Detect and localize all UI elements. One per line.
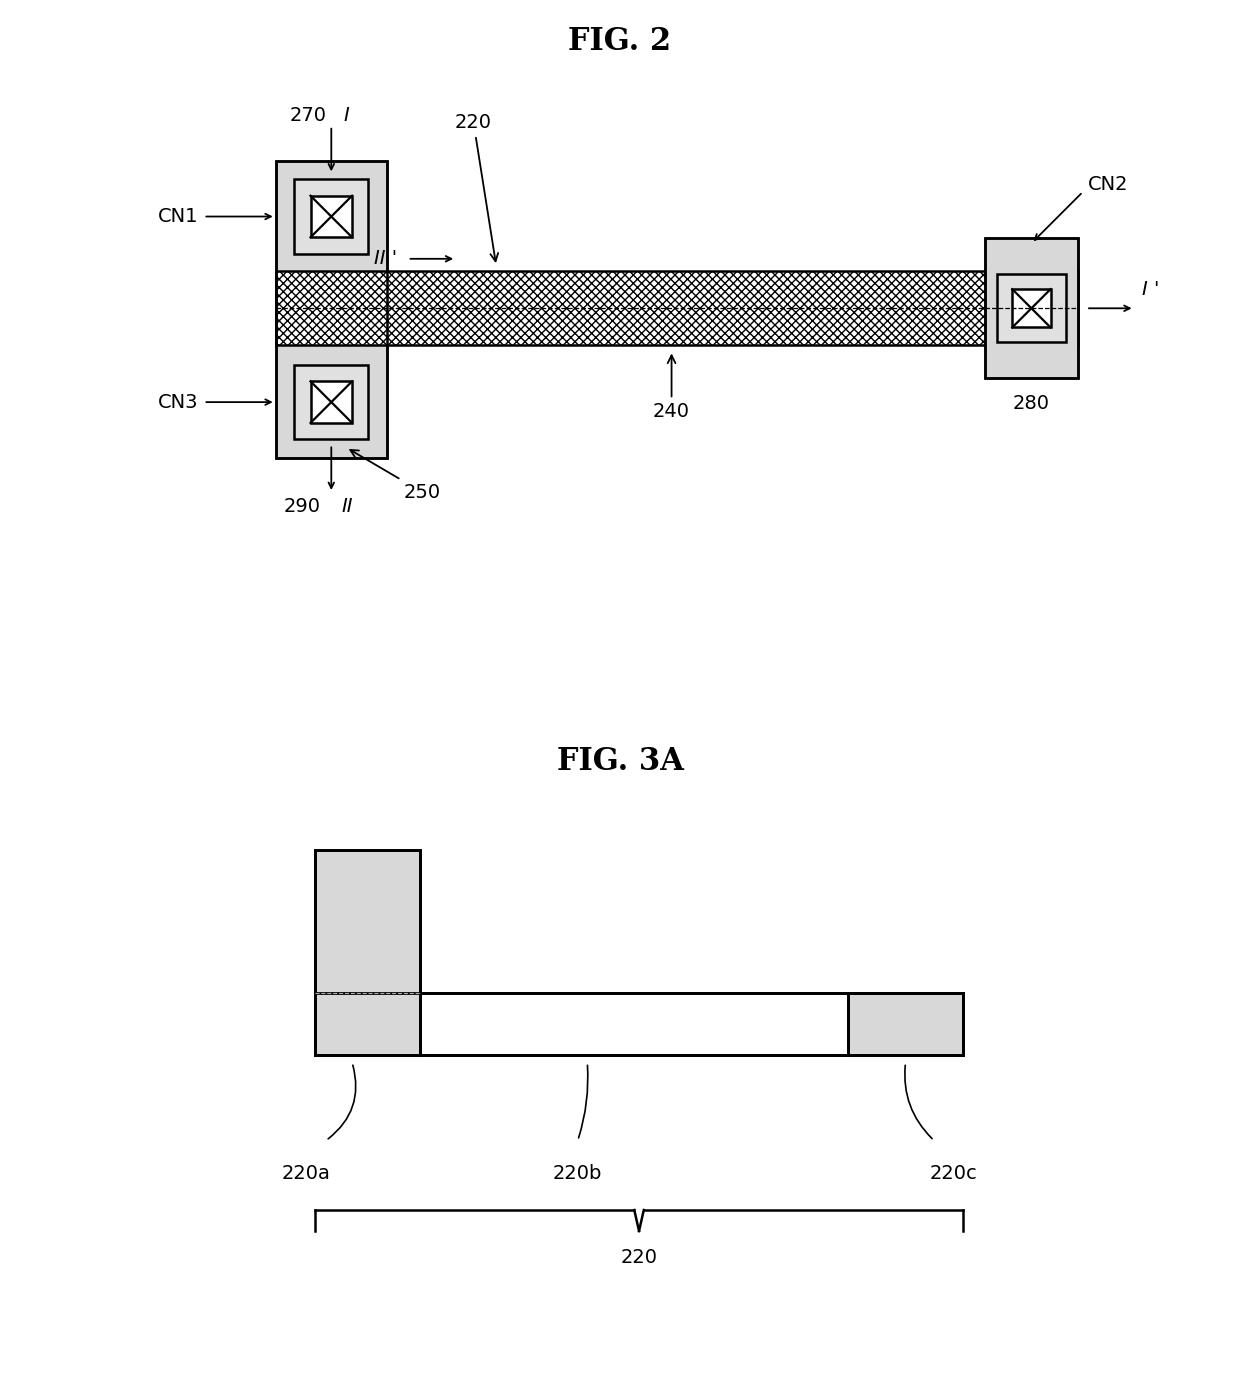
Text: 220: 220 xyxy=(455,114,498,261)
Text: 240: 240 xyxy=(653,355,689,421)
Bar xyxy=(310,382,352,423)
Bar xyxy=(848,992,962,1055)
Text: I: I xyxy=(343,105,350,125)
Bar xyxy=(275,161,387,458)
Text: II ': II ' xyxy=(374,250,397,268)
Bar xyxy=(294,179,368,254)
Bar xyxy=(1012,289,1050,328)
Text: 270: 270 xyxy=(289,105,326,125)
Text: 220c: 220c xyxy=(929,1165,977,1184)
Text: 250: 250 xyxy=(350,450,440,501)
Text: II: II xyxy=(341,497,353,516)
Text: 220b: 220b xyxy=(553,1165,603,1184)
Bar xyxy=(275,161,387,458)
Bar xyxy=(315,851,420,1055)
Text: 290: 290 xyxy=(284,497,321,516)
Text: CN3: CN3 xyxy=(157,393,198,412)
Bar xyxy=(315,992,962,1055)
Text: CN1: CN1 xyxy=(157,207,198,226)
Text: I ': I ' xyxy=(1142,280,1159,300)
Bar xyxy=(848,992,962,1055)
Text: CN2: CN2 xyxy=(1089,175,1128,194)
Text: FIG. 2: FIG. 2 xyxy=(568,26,672,57)
Bar xyxy=(294,365,368,439)
Bar xyxy=(985,239,1078,379)
Text: 220: 220 xyxy=(620,1248,657,1267)
Bar xyxy=(315,992,962,1055)
Bar xyxy=(310,196,352,237)
Text: FIG. 3A: FIG. 3A xyxy=(557,745,683,776)
Bar xyxy=(275,271,1078,346)
Text: 220a: 220a xyxy=(281,1165,330,1184)
Bar xyxy=(315,851,420,1055)
Bar xyxy=(997,275,1065,343)
Text: 280: 280 xyxy=(1013,394,1050,412)
Bar xyxy=(985,239,1078,379)
